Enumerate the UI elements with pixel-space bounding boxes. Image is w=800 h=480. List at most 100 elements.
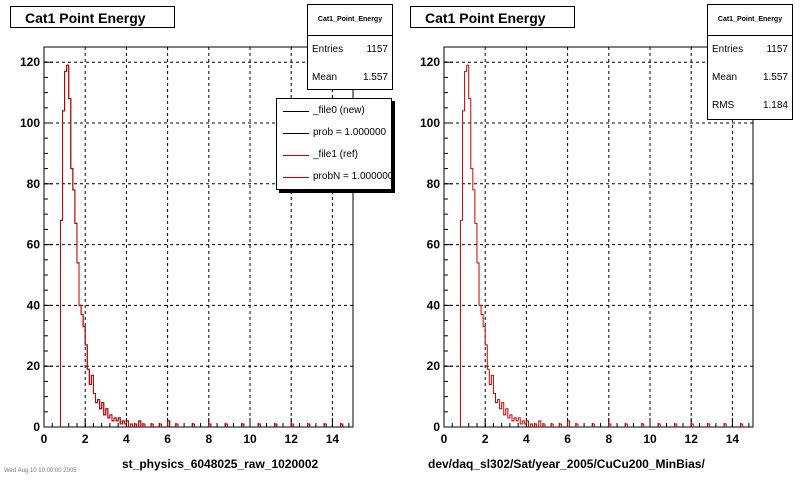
timestamp-footer: Wed Aug 10 10:00:00 2005 xyxy=(4,468,77,474)
histogram-bin xyxy=(576,424,578,427)
histogram-bin xyxy=(131,424,133,427)
x-tick-label: 2 xyxy=(482,432,489,446)
right-pad: 0 2 4 6 8 10 12 14 0 20 40 60 80 100 120 Cat1 Point En… xyxy=(400,0,800,480)
left-stats-box: Cat1_Point_Energy Entries 1157 Mean 1.55… xyxy=(307,4,393,90)
stats-label: Entries xyxy=(312,44,344,55)
histogram-bin xyxy=(543,424,545,427)
histogram-bin xyxy=(471,169,473,427)
legend-label: _file1 (ref) xyxy=(313,149,359,160)
right-stats-box: Cat1_Point_Energy Entries 1157 Mean 1.55… xyxy=(707,4,793,120)
y-tick-label: 0 xyxy=(33,420,40,434)
left-stats-entries: Entries 1157 xyxy=(308,36,392,64)
histogram-bin xyxy=(526,421,528,427)
histogram-bin xyxy=(71,169,73,427)
histogram-bin xyxy=(500,409,502,427)
histogram-bin xyxy=(102,403,104,427)
histogram-bin xyxy=(341,424,343,427)
histogram-bin xyxy=(275,424,277,427)
histogram-bin xyxy=(481,315,483,427)
histogram-bin xyxy=(79,305,81,427)
histogram-bin xyxy=(460,220,462,427)
histogram-bin xyxy=(514,418,516,427)
histogram-bin xyxy=(559,424,561,427)
right-stats-name: Cat1_Point_Energy xyxy=(708,5,792,36)
histogram-bin xyxy=(122,421,124,427)
stats-value: 1.557 xyxy=(762,72,788,83)
histogram-bin xyxy=(489,384,491,427)
left-title: Cat1 Point Energy xyxy=(10,6,175,28)
histogram-bin xyxy=(85,345,87,427)
histogram-bin xyxy=(69,99,71,427)
histogram-bin xyxy=(498,400,500,427)
y-tick-label: 60 xyxy=(427,238,441,252)
legend-label: _file0 (new) xyxy=(313,105,365,116)
legend-entry: _file1 (ref) xyxy=(277,144,391,166)
histogram-bin xyxy=(110,415,112,427)
histogram-bin xyxy=(522,421,524,427)
stats-label: Mean xyxy=(712,72,738,83)
histogram-bin xyxy=(467,65,469,427)
y-tick-label: 40 xyxy=(27,298,41,312)
y-tick-label: 80 xyxy=(427,177,441,191)
histogram-bin xyxy=(502,403,504,427)
stats-label: Mean xyxy=(312,72,338,83)
histogram-bin xyxy=(168,421,170,427)
histogram-bin xyxy=(491,375,493,427)
x-tick-label: 10 xyxy=(243,432,257,446)
left-legend: _file0 (new) prob = 1.000000 _file1 (ref… xyxy=(276,98,392,190)
histogram-bin xyxy=(642,424,644,427)
x-tick-label: 0 xyxy=(441,432,448,446)
right-x-axis-title: dev/daq_sl302/Sat/year_2005/CuCu200_MinB… xyxy=(428,457,705,471)
histogram-bin xyxy=(609,424,611,427)
x-tick-label: 0 xyxy=(41,432,48,446)
histogram-bin xyxy=(106,409,108,427)
stats-label: RMS xyxy=(712,100,735,111)
stats-value: 1.557 xyxy=(362,72,388,83)
left-stats-name: Cat1_Point_Energy xyxy=(308,5,392,36)
x-tick-label: 12 xyxy=(285,432,299,446)
histogram-bin xyxy=(473,190,475,427)
histogram-bin xyxy=(493,394,495,427)
stats-label: Entries xyxy=(712,44,744,55)
histogram-bin xyxy=(87,369,89,427)
left-x-axis-title: st_physics_6048025_raw_1020002 xyxy=(122,457,319,471)
histogram-bin xyxy=(568,421,570,427)
y-tick-label: 20 xyxy=(27,359,41,373)
histogram-bin xyxy=(516,421,518,427)
legend-line-icon xyxy=(283,155,309,156)
histogram-bin xyxy=(67,65,69,427)
legend-entry: _file0 (new) xyxy=(277,100,391,122)
histogram-bin xyxy=(192,424,194,427)
legend-line-icon xyxy=(283,177,309,178)
histogram-bin xyxy=(510,415,512,427)
histogram-bin xyxy=(104,415,106,427)
histogram-bin xyxy=(741,424,743,427)
right-stats-mean: Mean 1.557 xyxy=(708,64,792,92)
legend-line-icon xyxy=(283,133,309,134)
histogram-bin xyxy=(508,418,510,427)
histogram-bin xyxy=(143,424,145,427)
x-tick-label: 6 xyxy=(564,432,571,446)
histogram-bin xyxy=(114,418,116,427)
y-tick-label: 40 xyxy=(427,298,441,312)
x-tick-label: 10 xyxy=(643,432,657,446)
right-title: Cat1 Point Energy xyxy=(410,6,575,28)
histogram-bin xyxy=(504,415,506,427)
legend-entry: prob = 1.000000 xyxy=(277,122,391,144)
histogram-bin xyxy=(63,111,65,427)
histogram-bin xyxy=(120,424,122,427)
histogram-bin xyxy=(176,424,178,427)
histogram-bin xyxy=(691,424,693,427)
histogram-bin xyxy=(475,223,477,427)
histogram-bin xyxy=(89,384,91,427)
legend-entry: probN = 1.000000 xyxy=(277,166,391,188)
histogram-bin xyxy=(463,111,465,427)
stats-value: 1.184 xyxy=(762,100,788,111)
histogram-bin xyxy=(258,424,260,427)
histogram-bin xyxy=(477,263,479,427)
histogram-bin xyxy=(124,424,126,427)
histogram-bin xyxy=(708,424,710,427)
y-tick-label: 120 xyxy=(420,55,440,69)
y-tick-label: 20 xyxy=(427,359,441,373)
legend-label: prob = 1.000000 xyxy=(313,127,387,138)
